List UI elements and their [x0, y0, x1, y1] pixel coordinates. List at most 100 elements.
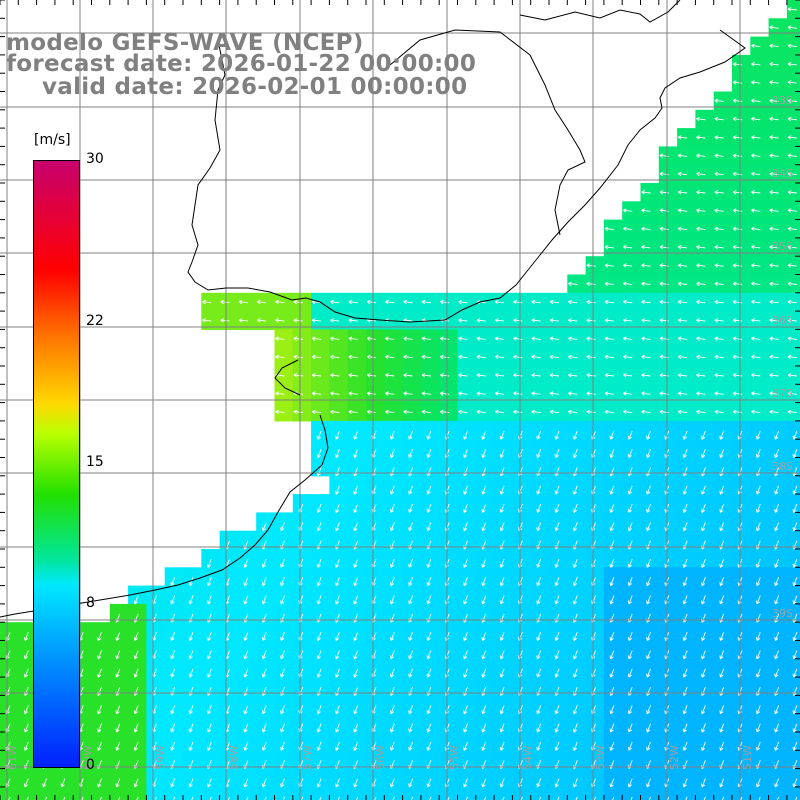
wind-arrow: [714, 191, 724, 194]
wind-arrow: [482, 503, 487, 513]
wind-speed-cell: [695, 274, 715, 294]
wind-arrow: [262, 558, 267, 568]
wind-speed-cell: [603, 402, 623, 422]
wind-speed-cell: [512, 732, 532, 751]
wind-speed-cell: [402, 530, 422, 550]
wind-arrow: [116, 668, 121, 678]
wind-arrowhead: [500, 711, 504, 715]
wind-speed-cell: [732, 183, 751, 202]
wind-arrow: [719, 449, 725, 458]
wind-arrow: [482, 705, 487, 714]
wind-arrowhead: [623, 354, 627, 358]
colorbar-tick-label: 15: [86, 454, 104, 470]
wind-arrowhead: [408, 600, 410, 605]
wind-speed-cell: [219, 732, 239, 751]
wind-speed-cell: [475, 622, 495, 642]
wind-arrow: [225, 577, 231, 586]
wind-arrow: [610, 723, 615, 733]
wind-arrowhead: [170, 600, 172, 605]
wind-arrowhead: [732, 81, 737, 85]
wind-arrowhead: [664, 600, 666, 605]
wind-arrow: [683, 430, 688, 440]
wind-speed-cell: [732, 91, 751, 111]
wind-arrow: [482, 467, 487, 477]
wind-speed-cell: [768, 677, 788, 696]
wind-speed-cell: [347, 585, 367, 605]
wind-arrowhead: [170, 637, 172, 641]
wind-arrowhead: [682, 783, 685, 788]
wind-arrow: [348, 411, 358, 414]
wind-speed-cell: [439, 366, 459, 385]
wind-speed-cell: [329, 475, 349, 495]
wind-arrowhead: [720, 528, 724, 532]
wind-arrowhead: [115, 618, 117, 623]
wind-arrow: [604, 411, 614, 414]
wind-arrowhead: [701, 637, 703, 641]
wind-speed-cell: [329, 549, 349, 568]
wind-arrowhead: [421, 392, 425, 396]
wind-speed-cell: [329, 750, 349, 770]
wind-arrowhead: [482, 436, 486, 440]
wind-arrow: [696, 191, 706, 194]
wind-speed-cell: [549, 292, 568, 312]
wind-arrowhead: [714, 81, 718, 85]
wind-arrowhead: [659, 208, 664, 211]
wind-arrowhead: [554, 454, 557, 458]
wind-arrowhead: [335, 618, 337, 623]
wind-arrow: [628, 778, 633, 788]
wind-arrowhead: [604, 226, 609, 229]
wind-arrowhead: [696, 374, 700, 378]
wind-arrowhead: [316, 710, 319, 714]
wind-arrowhead: [573, 583, 578, 587]
wind-arrowhead: [408, 563, 410, 568]
wind-arrowhead: [737, 710, 740, 714]
wind-speed-cell: [640, 677, 660, 696]
wind-speed-cell: [128, 585, 147, 605]
wind-arrow: [555, 595, 560, 605]
wind-arrow: [134, 613, 139, 623]
wind-arrowhead: [774, 655, 776, 659]
wind-arrowhead: [586, 374, 590, 378]
wind-speed-cell: [585, 347, 605, 367]
wind-arrowhead: [280, 728, 282, 733]
wind-speed-cell: [439, 494, 459, 513]
wind-arrow: [317, 540, 322, 550]
wind-speed-cell: [622, 603, 642, 623]
wind-arrowhead: [751, 246, 755, 250]
wind-speed-cell: [366, 695, 385, 715]
wind-arrowhead: [769, 61, 774, 65]
wind-arrowhead: [427, 638, 431, 641]
wind-arrowhead: [701, 473, 706, 477]
wind-arrowhead: [275, 356, 279, 360]
wind-speed-cell: [201, 750, 221, 770]
wind-speed-cell: [768, 658, 788, 678]
wind-arrow: [628, 650, 633, 660]
wind-speed-cell: [366, 494, 385, 513]
wind-arrow: [696, 337, 706, 340]
wind-arrow: [463, 650, 468, 660]
wind-arrowhead: [97, 637, 99, 641]
wind-arrow: [751, 337, 761, 340]
wind-speed-cell: [549, 457, 568, 477]
wind-arrowhead: [389, 527, 392, 531]
wind-arrowhead: [316, 435, 319, 440]
wind-arrowhead: [427, 711, 431, 715]
wind-arrow: [646, 778, 651, 788]
lon-label: 51W: [741, 745, 754, 770]
wind-speed-cell: [402, 603, 422, 623]
wind-arrowhead: [756, 564, 761, 568]
wind-arrow: [353, 686, 359, 696]
wind-arrowhead: [385, 409, 389, 412]
lat-label: 37S: [772, 387, 793, 400]
wind-arrow: [170, 613, 176, 623]
wind-arrowhead: [641, 301, 645, 305]
wind-arrowhead: [696, 319, 700, 323]
wind-speed-cell: [640, 237, 660, 257]
wind-arrowhead: [238, 318, 243, 321]
wind-arrowhead: [537, 564, 541, 568]
wind-arrow: [262, 723, 267, 733]
wind-speed-cell: [512, 329, 532, 349]
wind-arrow: [573, 741, 578, 751]
wind-arrowhead: [444, 490, 447, 495]
wind-arrow: [685, 796, 688, 800]
